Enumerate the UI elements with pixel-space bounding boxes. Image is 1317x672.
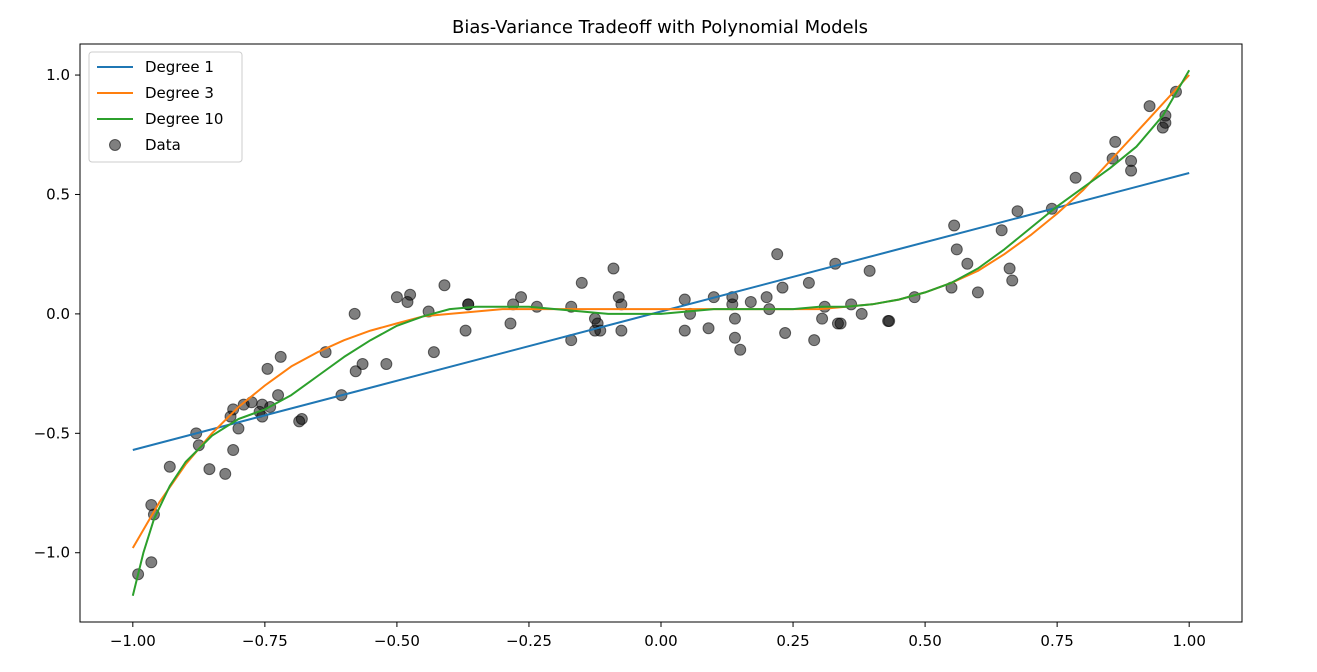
data-point — [1003, 262, 1016, 275]
data-point — [427, 346, 440, 359]
data-point — [261, 362, 274, 375]
plot-area — [131, 69, 1191, 596]
data-point — [771, 248, 784, 261]
data-point — [295, 412, 308, 425]
data-point — [356, 358, 369, 371]
data-point — [744, 295, 757, 308]
data-point — [1006, 274, 1019, 287]
x-tick-label: 0.50 — [908, 632, 941, 650]
data-point — [274, 350, 287, 363]
data-point — [504, 317, 517, 330]
x-tick-label: −0.25 — [506, 632, 552, 650]
data-point — [145, 556, 158, 569]
data-point — [615, 324, 628, 337]
data-point — [349, 365, 362, 378]
data-point — [845, 298, 858, 311]
data-point — [702, 322, 715, 335]
data-point — [816, 312, 829, 325]
data-point — [802, 276, 815, 289]
data-point — [834, 317, 847, 330]
data-point — [515, 291, 528, 304]
data-point — [219, 467, 232, 480]
data-point — [734, 343, 747, 356]
data-point — [227, 444, 240, 457]
x-tick-label: 0.25 — [776, 632, 809, 650]
data-point — [1143, 100, 1156, 113]
data-point — [227, 403, 240, 416]
data-point — [995, 224, 1008, 237]
x-tick-label: 1.00 — [1172, 632, 1205, 650]
data-point — [863, 264, 876, 277]
chart-title: Bias-Variance Tradeoff with Polynomial M… — [452, 17, 868, 38]
data-point — [883, 315, 896, 328]
x-axis: −1.00 −0.75 −0.50 −0.25 0.00 0.25 0.50 0.75 1.00 — [110, 622, 1206, 650]
y-tick-label: −0.5 — [34, 424, 70, 442]
data-point — [607, 262, 620, 275]
x-tick-label: −1.00 — [110, 632, 156, 650]
data-point — [1069, 171, 1082, 184]
data-point — [728, 312, 741, 325]
data-point — [678, 324, 691, 337]
data-point — [192, 439, 205, 452]
legend-label: Degree 1 — [145, 58, 214, 76]
y-axis: −1.0 −0.5 0.0 0.5 1.0 — [34, 66, 80, 562]
data-point — [575, 276, 588, 289]
data-point — [808, 334, 821, 347]
data-point — [1109, 135, 1122, 148]
series-line-degree-10 — [131, 69, 1191, 596]
legend: Degree 1 Degree 3 Degree 10 Data — [88, 51, 243, 163]
data-point — [163, 460, 176, 473]
data-point — [390, 291, 403, 304]
data-point — [971, 286, 984, 299]
data-point — [950, 243, 963, 256]
x-tick-label: −0.50 — [374, 632, 420, 650]
data-point — [855, 307, 868, 320]
y-tick-label: 0.5 — [46, 185, 70, 203]
data-point — [348, 307, 361, 320]
data-point — [380, 358, 393, 371]
data-point — [1125, 164, 1138, 177]
x-tick-label: −0.75 — [242, 632, 288, 650]
legend-label: Degree 3 — [145, 84, 214, 102]
legend-label: Degree 10 — [145, 110, 223, 128]
y-tick-label: −1.0 — [34, 544, 70, 562]
legend-box — [88, 51, 243, 163]
x-tick-label: 0.00 — [644, 632, 677, 650]
data-point — [779, 327, 792, 339]
data-point — [404, 288, 417, 301]
data-point — [459, 324, 472, 337]
legend-label: Data — [145, 136, 181, 154]
data-point — [776, 281, 789, 294]
data-scatter-series — [132, 85, 1182, 581]
axes-frame — [79, 43, 1243, 623]
data-point — [948, 219, 961, 232]
data-point — [203, 463, 216, 476]
data-point — [438, 279, 451, 292]
data-point — [961, 257, 974, 270]
x-tick-label: 0.75 — [1040, 632, 1073, 650]
y-tick-label: 1.0 — [46, 66, 70, 84]
series-line-degree-1 — [132, 172, 1190, 451]
data-point — [760, 291, 773, 304]
data-point — [272, 389, 285, 402]
data-point — [232, 422, 245, 435]
data-point — [728, 331, 741, 344]
legend-swatch-marker — [109, 139, 121, 151]
y-tick-label: 0.0 — [46, 305, 70, 323]
data-point — [1011, 205, 1024, 218]
series-line-degree-3 — [131, 74, 1190, 549]
